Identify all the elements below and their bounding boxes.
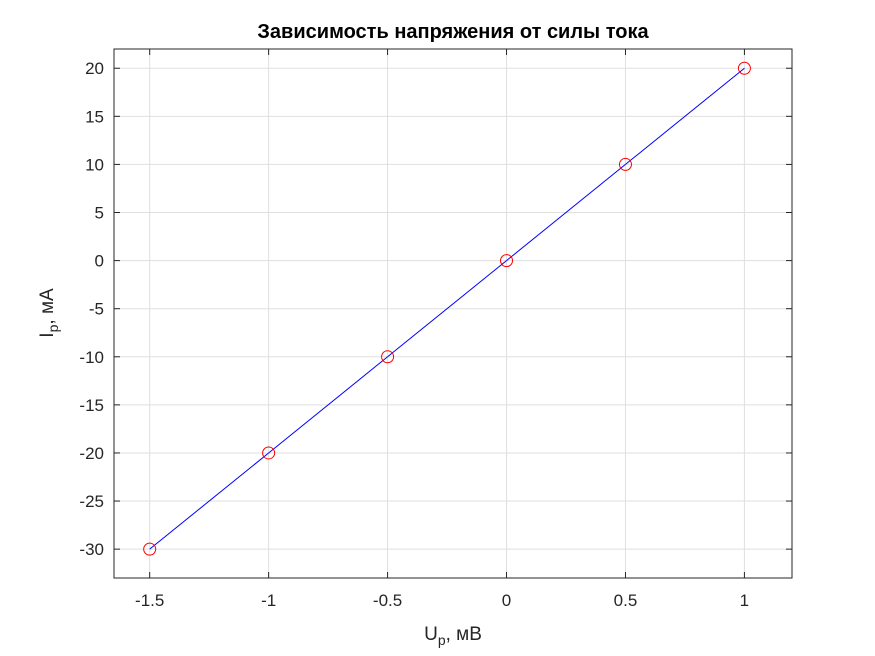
x-tick-label: 0.5 — [614, 591, 638, 610]
data-point-marker — [500, 254, 514, 268]
y-axis-label: Ip, мА — [37, 288, 61, 338]
x-axis-label: Up, мВ — [424, 624, 482, 648]
ticks: -1.5 -1 -0.5 0 0.5 1 20 15 10 5 0 -5 -10 -15 -20 -25 -30 — [79, 49, 792, 610]
y-tick-label: -20 — [79, 444, 104, 463]
data-point-marker — [618, 157, 632, 171]
x-tick-label: 1 — [740, 591, 749, 610]
y-tick-label: 10 — [85, 155, 104, 174]
x-tick-label: -1.5 — [135, 591, 164, 610]
series — [143, 61, 751, 556]
y-tick-label: -10 — [79, 348, 104, 367]
series-line-segment — [625, 67, 745, 165]
data-point-marker — [737, 61, 751, 75]
series-line-segment — [506, 164, 626, 261]
data-point-marker — [381, 350, 395, 364]
plot-background — [114, 49, 792, 578]
y-tick-label: 5 — [95, 204, 104, 223]
series-line-segment — [149, 452, 269, 550]
data-point-marker — [143, 542, 157, 556]
y-tick-label: 0 — [95, 252, 104, 271]
y-tick-label: -15 — [79, 396, 104, 415]
y-tick-label: -30 — [79, 540, 104, 559]
x-tick-label: -1 — [261, 591, 276, 610]
y-tick-label: -25 — [79, 492, 104, 511]
y-tick-label: -5 — [89, 300, 104, 319]
y-tick-label: 15 — [85, 107, 104, 126]
series-line-segment — [268, 356, 388, 454]
x-tick-label: 0 — [502, 591, 511, 610]
data-point-marker — [262, 446, 276, 460]
grid — [114, 49, 792, 578]
plot-frame — [113, 48, 793, 579]
chart-title: Зависимость напряжения от силы тока — [257, 21, 649, 43]
x-tick-label: -0.5 — [373, 591, 402, 610]
y-tick-label: 20 — [85, 59, 104, 78]
series-line-segment — [387, 260, 507, 358]
